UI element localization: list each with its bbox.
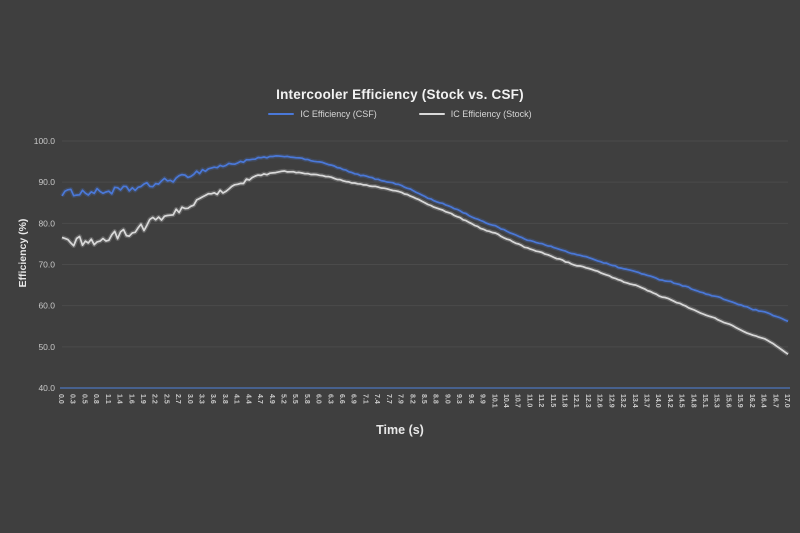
svg-text:50.0: 50.0 [38,342,55,352]
svg-text:13.4: 13.4 [631,394,638,408]
svg-text:12.3: 12.3 [584,394,591,408]
svg-text:1.4: 1.4 [116,394,123,404]
svg-text:1.6: 1.6 [127,394,134,404]
legend-line-swatch-csf [268,113,295,115]
svg-text:0.5: 0.5 [80,394,87,404]
legend-item-stock: IC Efficiency (Stock) [418,109,532,119]
svg-text:4.4: 4.4 [244,394,251,404]
svg-text:4.9: 4.9 [268,394,275,404]
svg-text:14.2: 14.2 [666,394,673,408]
x-axis-title: Time (s) [376,423,424,437]
svg-text:70.0: 70.0 [38,260,55,270]
svg-text:17.0: 17.0 [783,394,790,408]
series-line-1 [61,170,789,355]
svg-text:9.0: 9.0 [443,394,450,404]
svg-text:1.9: 1.9 [139,394,146,404]
svg-text:40.0: 40.0 [38,383,55,393]
svg-text:12.6: 12.6 [596,394,603,408]
svg-text:7.9: 7.9 [397,394,404,404]
svg-text:14.0: 14.0 [654,394,661,408]
legend-label-csf: IC Efficiency (CSF) [300,109,377,119]
chart-legend: IC Efficiency (CSF) IC Efficiency (Stock… [0,109,800,119]
legend-label-stock: IC Efficiency (Stock) [450,109,532,119]
svg-text:90.0: 90.0 [38,177,55,187]
svg-text:5.8: 5.8 [303,394,310,404]
svg-text:8.8: 8.8 [432,394,439,404]
series-line-0 [61,155,789,323]
svg-text:3.0: 3.0 [186,394,193,404]
svg-text:10.1: 10.1 [490,394,497,408]
svg-text:7.4: 7.4 [373,394,380,404]
svg-text:11.8: 11.8 [561,394,568,407]
svg-text:5.2: 5.2 [279,394,286,404]
svg-text:1.1: 1.1 [104,394,111,404]
legend-item-csf: IC Efficiency (CSF) [268,109,377,119]
chart-title: Intercooler Efficiency (Stock vs. CSF) [276,87,524,102]
svg-text:7.7: 7.7 [385,394,392,404]
svg-text:13.7: 13.7 [642,394,649,408]
svg-text:0.0: 0.0 [57,394,64,404]
svg-text:2.5: 2.5 [162,394,169,404]
svg-text:10.4: 10.4 [502,394,509,408]
svg-text:12.9: 12.9 [607,394,614,408]
svg-text:16.2: 16.2 [748,394,755,408]
svg-text:8.2: 8.2 [408,394,415,404]
svg-text:16.7: 16.7 [771,394,778,408]
svg-text:14.8: 14.8 [689,394,696,408]
svg-text:0.8: 0.8 [92,394,99,404]
svg-text:3.8: 3.8 [221,394,228,404]
svg-text:4.1: 4.1 [233,394,240,404]
svg-text:5.5: 5.5 [291,394,298,404]
svg-text:100.0: 100.0 [34,136,56,146]
svg-text:15.9: 15.9 [736,394,743,408]
svg-text:9.6: 9.6 [467,394,474,404]
y-axis-title: Efficiency (%) [17,218,29,288]
svg-text:3.3: 3.3 [198,394,205,404]
svg-text:0.3: 0.3 [69,394,76,404]
svg-text:9.9: 9.9 [479,394,486,404]
svg-text:2.7: 2.7 [174,394,181,404]
svg-text:14.5: 14.5 [678,394,685,408]
svg-text:9.3: 9.3 [455,394,462,404]
svg-text:6.0: 6.0 [315,394,322,404]
svg-text:11.0: 11.0 [525,394,532,407]
svg-text:15.3: 15.3 [713,394,720,408]
svg-text:7.1: 7.1 [361,394,368,404]
svg-text:3.6: 3.6 [209,394,216,404]
svg-text:16.4: 16.4 [760,394,767,408]
svg-text:6.6: 6.6 [338,394,345,404]
legend-line-swatch-stock [418,113,445,115]
svg-text:4.7: 4.7 [256,394,263,404]
svg-text:60.0: 60.0 [38,301,55,311]
svg-text:13.2: 13.2 [619,394,626,408]
svg-text:6.9: 6.9 [350,394,357,404]
svg-text:6.3: 6.3 [326,394,333,404]
svg-text:12.1: 12.1 [572,394,579,408]
svg-text:15.6: 15.6 [724,394,731,408]
svg-text:2.2: 2.2 [151,394,158,404]
svg-text:8.5: 8.5 [420,394,427,404]
svg-text:11.2: 11.2 [537,394,544,407]
svg-text:10.7: 10.7 [514,394,521,408]
svg-text:11.5: 11.5 [549,394,556,407]
svg-text:80.0: 80.0 [38,218,55,228]
svg-text:15.1: 15.1 [701,394,708,408]
